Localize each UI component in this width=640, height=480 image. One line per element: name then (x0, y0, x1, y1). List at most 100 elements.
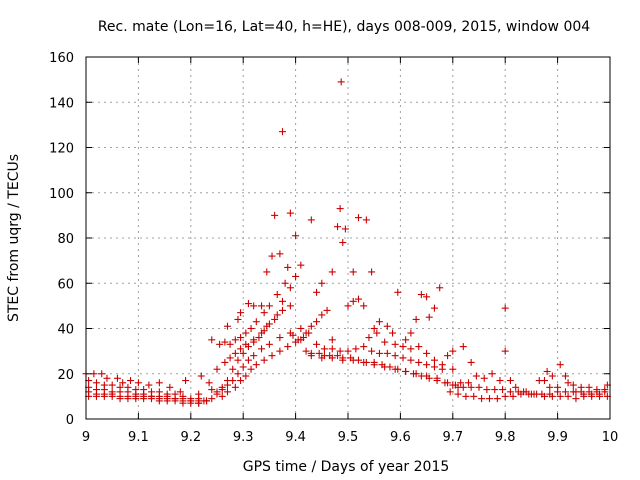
data-point (430, 356, 438, 364)
data-point (242, 340, 250, 348)
data-point (446, 388, 454, 396)
data-point (155, 379, 163, 387)
data-point (145, 381, 153, 389)
data-point (344, 302, 352, 310)
data-point (286, 284, 294, 292)
data-point (423, 372, 431, 380)
data-point (299, 334, 307, 342)
data-point (336, 347, 344, 355)
x-tick-label: 10 (602, 430, 619, 445)
data-point (247, 365, 255, 373)
data-point (247, 325, 255, 332)
data-point (451, 381, 459, 389)
data-point (289, 331, 297, 339)
x-tick-label: 9.6 (390, 430, 411, 445)
data-point (368, 347, 376, 355)
data-point (140, 395, 148, 403)
y-tick-label: 60 (57, 277, 74, 292)
data-point (239, 363, 247, 371)
data-point (223, 381, 231, 389)
data-point (506, 377, 514, 385)
data-point (415, 343, 423, 351)
data-point (286, 209, 294, 217)
data-point (360, 302, 368, 310)
data-point (362, 216, 370, 224)
data-point (548, 372, 556, 380)
data-point (279, 128, 286, 136)
data-point (108, 381, 116, 389)
data-point (315, 349, 323, 357)
data-point (588, 390, 596, 398)
data-point (328, 336, 336, 344)
data-point (381, 338, 389, 346)
data-point (354, 295, 362, 303)
x-tick-label: 9.1 (128, 430, 149, 445)
data-point (543, 367, 551, 375)
data-point (349, 297, 357, 305)
data-point (98, 370, 106, 378)
data-point (255, 334, 263, 342)
data-point (218, 386, 226, 394)
data-point (488, 370, 496, 378)
data-point (263, 268, 271, 276)
data-point (237, 309, 245, 317)
data-point (538, 390, 546, 398)
data-point (208, 386, 216, 394)
data-point (92, 379, 100, 387)
data-point (268, 352, 276, 360)
data-point (449, 365, 457, 373)
data-point (462, 392, 470, 400)
data-point (244, 356, 252, 364)
data-point (276, 334, 284, 342)
y-tick-label: 100 (49, 187, 74, 202)
data-point (229, 377, 237, 385)
data-point (231, 336, 239, 344)
y-tick-label: 80 (57, 232, 74, 247)
data-point (433, 374, 441, 382)
data-point (501, 347, 509, 355)
data-point (580, 390, 588, 398)
data-point (155, 397, 163, 405)
data-point (341, 225, 349, 233)
data-point (250, 352, 258, 360)
data-point (292, 272, 300, 280)
data-point (520, 388, 528, 396)
data-point (286, 302, 294, 310)
data-point (541, 377, 548, 385)
data-point (171, 397, 179, 405)
y-axis-label: STEC from uqrg / TECUs (6, 154, 22, 322)
data-point (302, 347, 310, 355)
data-point (561, 388, 569, 396)
data-point (483, 386, 491, 394)
data-point (430, 304, 438, 312)
data-point (556, 361, 564, 369)
data-point (399, 343, 407, 351)
data-point (328, 354, 336, 362)
data-point (307, 216, 315, 224)
y-tick-label: 20 (57, 368, 74, 383)
data-point (480, 374, 488, 382)
x-tick-label: 9.9 (547, 430, 568, 445)
data-point (260, 356, 268, 364)
data-point (593, 386, 601, 394)
data-point (459, 343, 467, 351)
data-point (223, 388, 231, 396)
data-point (297, 261, 305, 269)
data-point (307, 352, 315, 360)
data-point (360, 343, 368, 351)
y-tick-label: 140 (49, 96, 74, 111)
data-point (506, 388, 514, 396)
data-point (454, 390, 462, 398)
data-point (459, 383, 467, 391)
data-point (250, 336, 258, 344)
data-point (218, 392, 226, 400)
grid-lines (86, 57, 610, 419)
data-point (444, 379, 452, 387)
data-point (242, 372, 250, 380)
data-point (90, 370, 98, 378)
data-point (328, 268, 336, 276)
data-point (407, 345, 415, 353)
data-point (601, 386, 609, 394)
data-point (391, 352, 399, 360)
data-point (391, 365, 399, 373)
